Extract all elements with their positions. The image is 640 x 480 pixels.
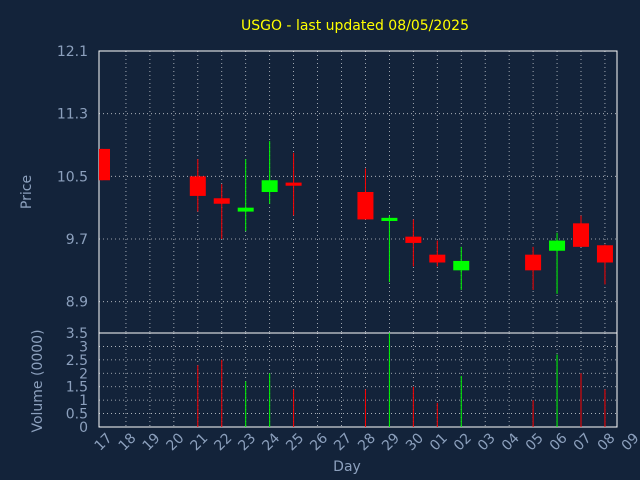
- candle-body: [549, 240, 566, 251]
- candle: [237, 159, 254, 232]
- volume-y-tick-label: 2.5: [66, 353, 88, 369]
- x-tick-label: 25: [283, 430, 307, 454]
- x-tick-label: 21: [187, 430, 211, 454]
- candle: [357, 168, 374, 220]
- x-tick-label: 26: [307, 430, 331, 454]
- candle-body: [381, 217, 398, 221]
- x-tick-label: 23: [235, 430, 259, 454]
- x-tick-label: 07: [571, 430, 595, 454]
- volume-y-tick-label: 3.5: [66, 326, 88, 342]
- volume-panel: 3.532.521.510.50 Volume (0000): [30, 326, 618, 436]
- candle-body: [189, 176, 206, 196]
- candle-body: [429, 254, 446, 263]
- price-y-tick-label: 8.9: [66, 295, 88, 311]
- candles: [99, 141, 613, 294]
- candle-body: [261, 180, 278, 192]
- candle-body: [213, 198, 230, 204]
- x-tick-label: 04: [499, 430, 523, 454]
- candle: [573, 215, 589, 247]
- volume-y-tick-label: 1.5: [66, 380, 88, 396]
- x-tick-label: 03: [475, 430, 499, 454]
- x-axis-label: Day: [333, 459, 361, 475]
- price-panel: 12.1 11.3 10.5 9.7 8.9 Price: [19, 44, 618, 334]
- candle: [549, 232, 566, 294]
- candle-body: [525, 254, 542, 271]
- price-axis-label: Price: [19, 175, 35, 209]
- candle: [429, 240, 446, 267]
- price-y-tick-label: 12.1: [57, 44, 88, 60]
- candle: [285, 152, 302, 216]
- candle: [525, 246, 542, 290]
- volume-y-tick-label: 0: [79, 420, 88, 436]
- x-tick-label: 30: [403, 430, 427, 454]
- candle-body: [596, 245, 613, 263]
- x-tick-label: 05: [523, 430, 547, 454]
- candle-body: [237, 207, 254, 212]
- x-tick-label: 06: [547, 430, 571, 454]
- x-tick-label: 19: [140, 430, 164, 454]
- candle-body: [99, 148, 110, 181]
- candle: [189, 159, 206, 212]
- candle-body: [405, 236, 422, 243]
- volume-y-tick-label: 0.5: [66, 407, 88, 423]
- chart-title: USGO - last updated 08/05/2025: [241, 18, 469, 34]
- candle: [453, 246, 470, 290]
- x-tick-label: 28: [355, 430, 379, 454]
- x-tick-label: 24: [259, 430, 283, 454]
- candle-body: [285, 182, 302, 186]
- price-y-ticks: 12.1 11.3 10.5 9.7 8.9: [57, 44, 88, 311]
- volume-y-ticks: 3.532.521.510.50: [66, 326, 88, 436]
- x-tick-label: 08: [595, 430, 619, 454]
- candle: [99, 148, 110, 181]
- candle-body: [357, 192, 374, 220]
- x-tick-label: 27: [331, 430, 355, 454]
- candle: [381, 215, 398, 283]
- x-tick-label: 18: [116, 430, 140, 454]
- x-tick-label: 01: [427, 430, 451, 454]
- x-tick-label: 22: [211, 430, 235, 454]
- price-y-tick-label: 10.5: [57, 169, 88, 185]
- candle-body: [453, 260, 470, 271]
- volume-axis-label: Volume (0000): [30, 329, 46, 432]
- price-y-tick-label: 9.7: [66, 232, 88, 248]
- x-tick-label: 20: [164, 430, 188, 454]
- x-tick-label: 29: [379, 430, 403, 454]
- candle: [261, 141, 278, 204]
- candle: [213, 184, 230, 239]
- volume-bars: [197, 333, 606, 427]
- candle: [405, 219, 422, 267]
- candle-body: [573, 223, 589, 247]
- volume-y-tick-label: 2: [79, 366, 88, 382]
- volume-plot-frame: [98, 332, 618, 428]
- candle: [596, 244, 613, 285]
- x-tick-label: 02: [451, 430, 475, 454]
- volume-y-tick-label: 1: [79, 393, 88, 409]
- volume-y-tick-label: 3: [79, 339, 88, 355]
- price-y-tick-label: 11.3: [57, 107, 88, 123]
- x-tick-label: 17: [92, 430, 116, 454]
- x-axis-ticks: 17 18 19 20 21 22 23 24 25 26 27 28 29 30 01 02 03 04 05 06…: [92, 430, 640, 454]
- x-tick-label: 09: [619, 430, 640, 454]
